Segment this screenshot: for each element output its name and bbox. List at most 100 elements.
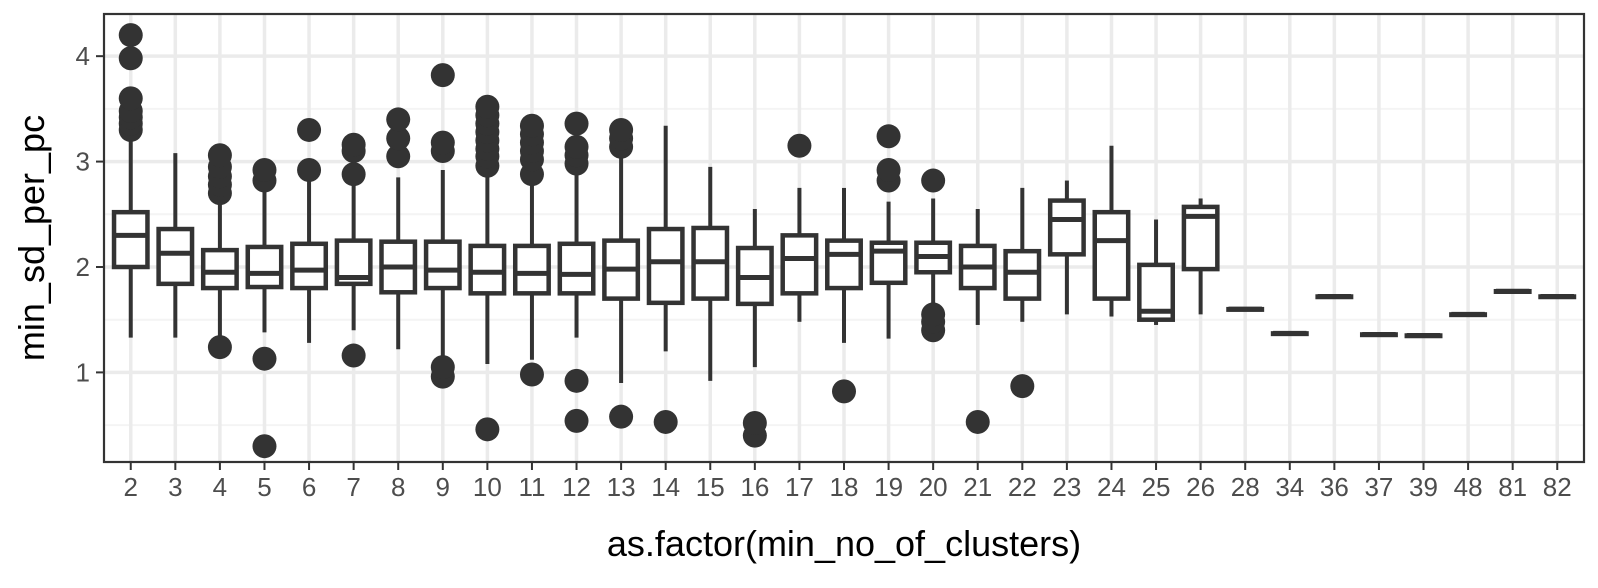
box-iqr: [111, 209, 150, 270]
box-22: [1003, 187, 1042, 399]
box-48: [1449, 311, 1488, 318]
outlier-point: [876, 158, 901, 183]
box-39: [1404, 333, 1443, 339]
outlier-point: [430, 355, 455, 380]
outlier-point: [341, 132, 366, 157]
box-iqr: [1092, 209, 1131, 301]
outlier-point: [207, 143, 232, 168]
box-19: [869, 124, 908, 339]
outlier-point: [564, 368, 589, 393]
x-tick-label: 8: [391, 472, 405, 502]
outlier-point: [609, 404, 634, 429]
outlier-point: [207, 335, 232, 360]
box-20: [914, 168, 953, 343]
x-tick-label: 28: [1231, 472, 1260, 502]
outlier-point: [564, 111, 589, 136]
outlier-point: [609, 117, 634, 142]
box-7: [334, 132, 373, 368]
box-iqr: [1047, 198, 1086, 257]
outlier-point: [519, 113, 544, 138]
x-tick-label: 10: [473, 472, 502, 502]
x-axis: 2 3 4 5 6 7 8 9 10 11 12 13 14 15 16 17 18 19 20 21 22 23 24 25…: [124, 462, 1572, 502]
box-iqr: [512, 243, 551, 296]
y-tick-label: 1: [76, 357, 90, 387]
outlier-point: [252, 346, 277, 371]
y-tick-label: 3: [76, 147, 90, 177]
box-11: [512, 113, 551, 387]
outlier-point: [564, 134, 589, 159]
x-tick-label: 81: [1498, 472, 1527, 502]
box-81: [1493, 288, 1532, 294]
box-82: [1538, 294, 1577, 300]
x-tick-label: 82: [1543, 472, 1572, 502]
outlier-point: [921, 302, 946, 327]
box-10: [468, 94, 507, 442]
box-26: [1181, 198, 1220, 315]
x-tick-label: 37: [1364, 472, 1393, 502]
box-iqr: [646, 226, 685, 306]
outlier-point: [386, 126, 411, 151]
outlier-point: [252, 434, 277, 459]
box-iqr: [780, 233, 819, 296]
outlier-point: [430, 63, 455, 88]
box-16: [735, 209, 774, 448]
box-iqr: [423, 239, 462, 291]
x-tick-label: 14: [651, 472, 680, 502]
box-series: [111, 23, 1577, 459]
x-tick-label: 2: [124, 472, 138, 502]
outlier-point: [787, 133, 812, 158]
box-iqr: [290, 241, 329, 291]
x-tick-label: 19: [874, 472, 903, 502]
x-tick-label: 5: [257, 472, 271, 502]
x-tick-label: 23: [1052, 472, 1081, 502]
x-tick-label: 6: [302, 472, 316, 502]
y-tick-label: 2: [76, 252, 90, 282]
outlier-point: [386, 144, 411, 169]
box-18: [825, 187, 863, 404]
outlier-point: [876, 124, 901, 149]
box-37: [1359, 331, 1398, 338]
x-tick-label: 39: [1409, 472, 1438, 502]
x-tick-label: 20: [919, 472, 948, 502]
box-iqr: [156, 226, 195, 287]
box-iqr: [557, 241, 596, 296]
outlier-point: [297, 117, 322, 142]
box-28: [1226, 306, 1265, 312]
outlier-point: [118, 46, 143, 71]
outlier-point: [118, 86, 143, 111]
outlier-point: [921, 168, 946, 193]
outlier-point: [519, 362, 544, 387]
box-2: [111, 23, 150, 338]
outlier-point: [965, 409, 990, 434]
box-17: [780, 133, 819, 322]
x-tick-label: 9: [436, 472, 450, 502]
outlier-point: [118, 23, 143, 48]
box-12: [557, 111, 596, 433]
x-tick-label: 21: [963, 472, 992, 502]
outlier-point: [475, 417, 500, 442]
x-tick-label: 7: [346, 472, 360, 502]
y-tick-label: 4: [76, 41, 90, 71]
x-tick-label: 25: [1142, 472, 1171, 502]
outlier-point: [297, 158, 322, 183]
x-tick-label: 22: [1008, 472, 1037, 502]
box-iqr: [1003, 248, 1042, 301]
box-8: [379, 107, 418, 350]
x-tick-label: 18: [830, 472, 859, 502]
x-tick-label: 12: [562, 472, 591, 502]
box-iqr: [468, 243, 507, 296]
box-iqr: [200, 247, 239, 291]
x-tick-label: 48: [1454, 472, 1483, 502]
x-tick-label: 16: [740, 472, 769, 502]
x-tick-label: 26: [1186, 472, 1215, 502]
box-3: [156, 153, 195, 338]
box-5: [245, 158, 284, 459]
outlier-point: [386, 107, 411, 132]
outlier-point: [252, 158, 277, 183]
box-21: [958, 209, 997, 434]
y-axis: 1 2 3 4: [76, 41, 104, 387]
outlier-point: [341, 162, 366, 187]
box-25: [1137, 219, 1176, 325]
outlier-point: [564, 408, 589, 433]
